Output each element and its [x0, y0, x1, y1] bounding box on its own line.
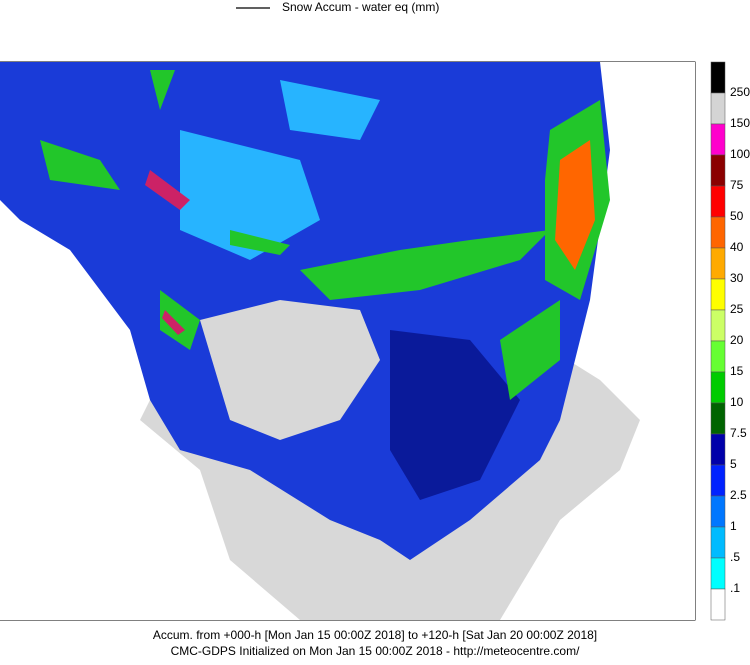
- colorbar-box: [710, 61, 726, 94]
- heavy-snow: [390, 330, 520, 500]
- land-clear: [200, 300, 380, 440]
- west-max: [145, 170, 190, 335]
- colorbar-label: 150: [730, 116, 750, 130]
- colorbar-box: [710, 185, 726, 218]
- colorbar-label: .1: [730, 581, 740, 595]
- colorbar-label: 20: [730, 333, 744, 347]
- colorbar-box: [710, 526, 726, 559]
- colorbar-label: 250: [730, 85, 750, 99]
- colorbar-box: [710, 340, 726, 373]
- colorbar-box: [710, 309, 726, 342]
- colorbar-box: [710, 588, 726, 621]
- map: [0, 61, 696, 621]
- colorbar-label: 1: [730, 519, 737, 533]
- green-band: [230, 230, 550, 300]
- colorbar-box: [710, 154, 726, 187]
- footer-line: Accum. from +000-h [Mon Jan 15 00:00Z 20…: [153, 628, 597, 642]
- colorbar-label: .5: [730, 550, 740, 564]
- colorbar-box: [710, 464, 726, 497]
- colorbar-label: 100: [730, 147, 750, 161]
- colorbar: 250 150 100 75 50 40 30 25 20 15 10 7.5 5 2.5 1 .5 .1: [710, 61, 750, 621]
- colorbar-label: 30: [730, 271, 744, 285]
- colorbar-box: [710, 402, 726, 435]
- colorbar-box: [710, 92, 726, 125]
- colorbar-box: [710, 371, 726, 404]
- colorbar-box: [710, 216, 726, 249]
- west-band: [40, 70, 200, 350]
- colorbar-label: 10: [730, 395, 744, 409]
- colorbar-label: 15: [730, 364, 744, 378]
- footer-line: CMC-GDPS Initialized on Mon Jan 15 00:00…: [171, 644, 581, 658]
- light-snow: [180, 80, 380, 260]
- colorbar-label: 40: [730, 240, 744, 254]
- colorbar-box: [710, 495, 726, 528]
- colorbar-label: 7.5: [730, 426, 747, 440]
- colorbar-box: [710, 433, 726, 466]
- colorbar-label: 50: [730, 209, 744, 223]
- colorbar-label: 75: [730, 178, 744, 192]
- colorbar-label: 5: [730, 457, 737, 471]
- colorbar-box: [710, 123, 726, 156]
- colorbar-label: 25: [730, 302, 744, 316]
- colorbar-box: [710, 557, 726, 590]
- colorbar-box: [710, 247, 726, 280]
- east-max: [555, 140, 595, 270]
- colorbar-label: 2.5: [730, 488, 747, 502]
- ne-band: [500, 300, 560, 400]
- legend-text: Snow Accum - water eq (mm): [282, 0, 439, 14]
- colorbar-box: [710, 278, 726, 311]
